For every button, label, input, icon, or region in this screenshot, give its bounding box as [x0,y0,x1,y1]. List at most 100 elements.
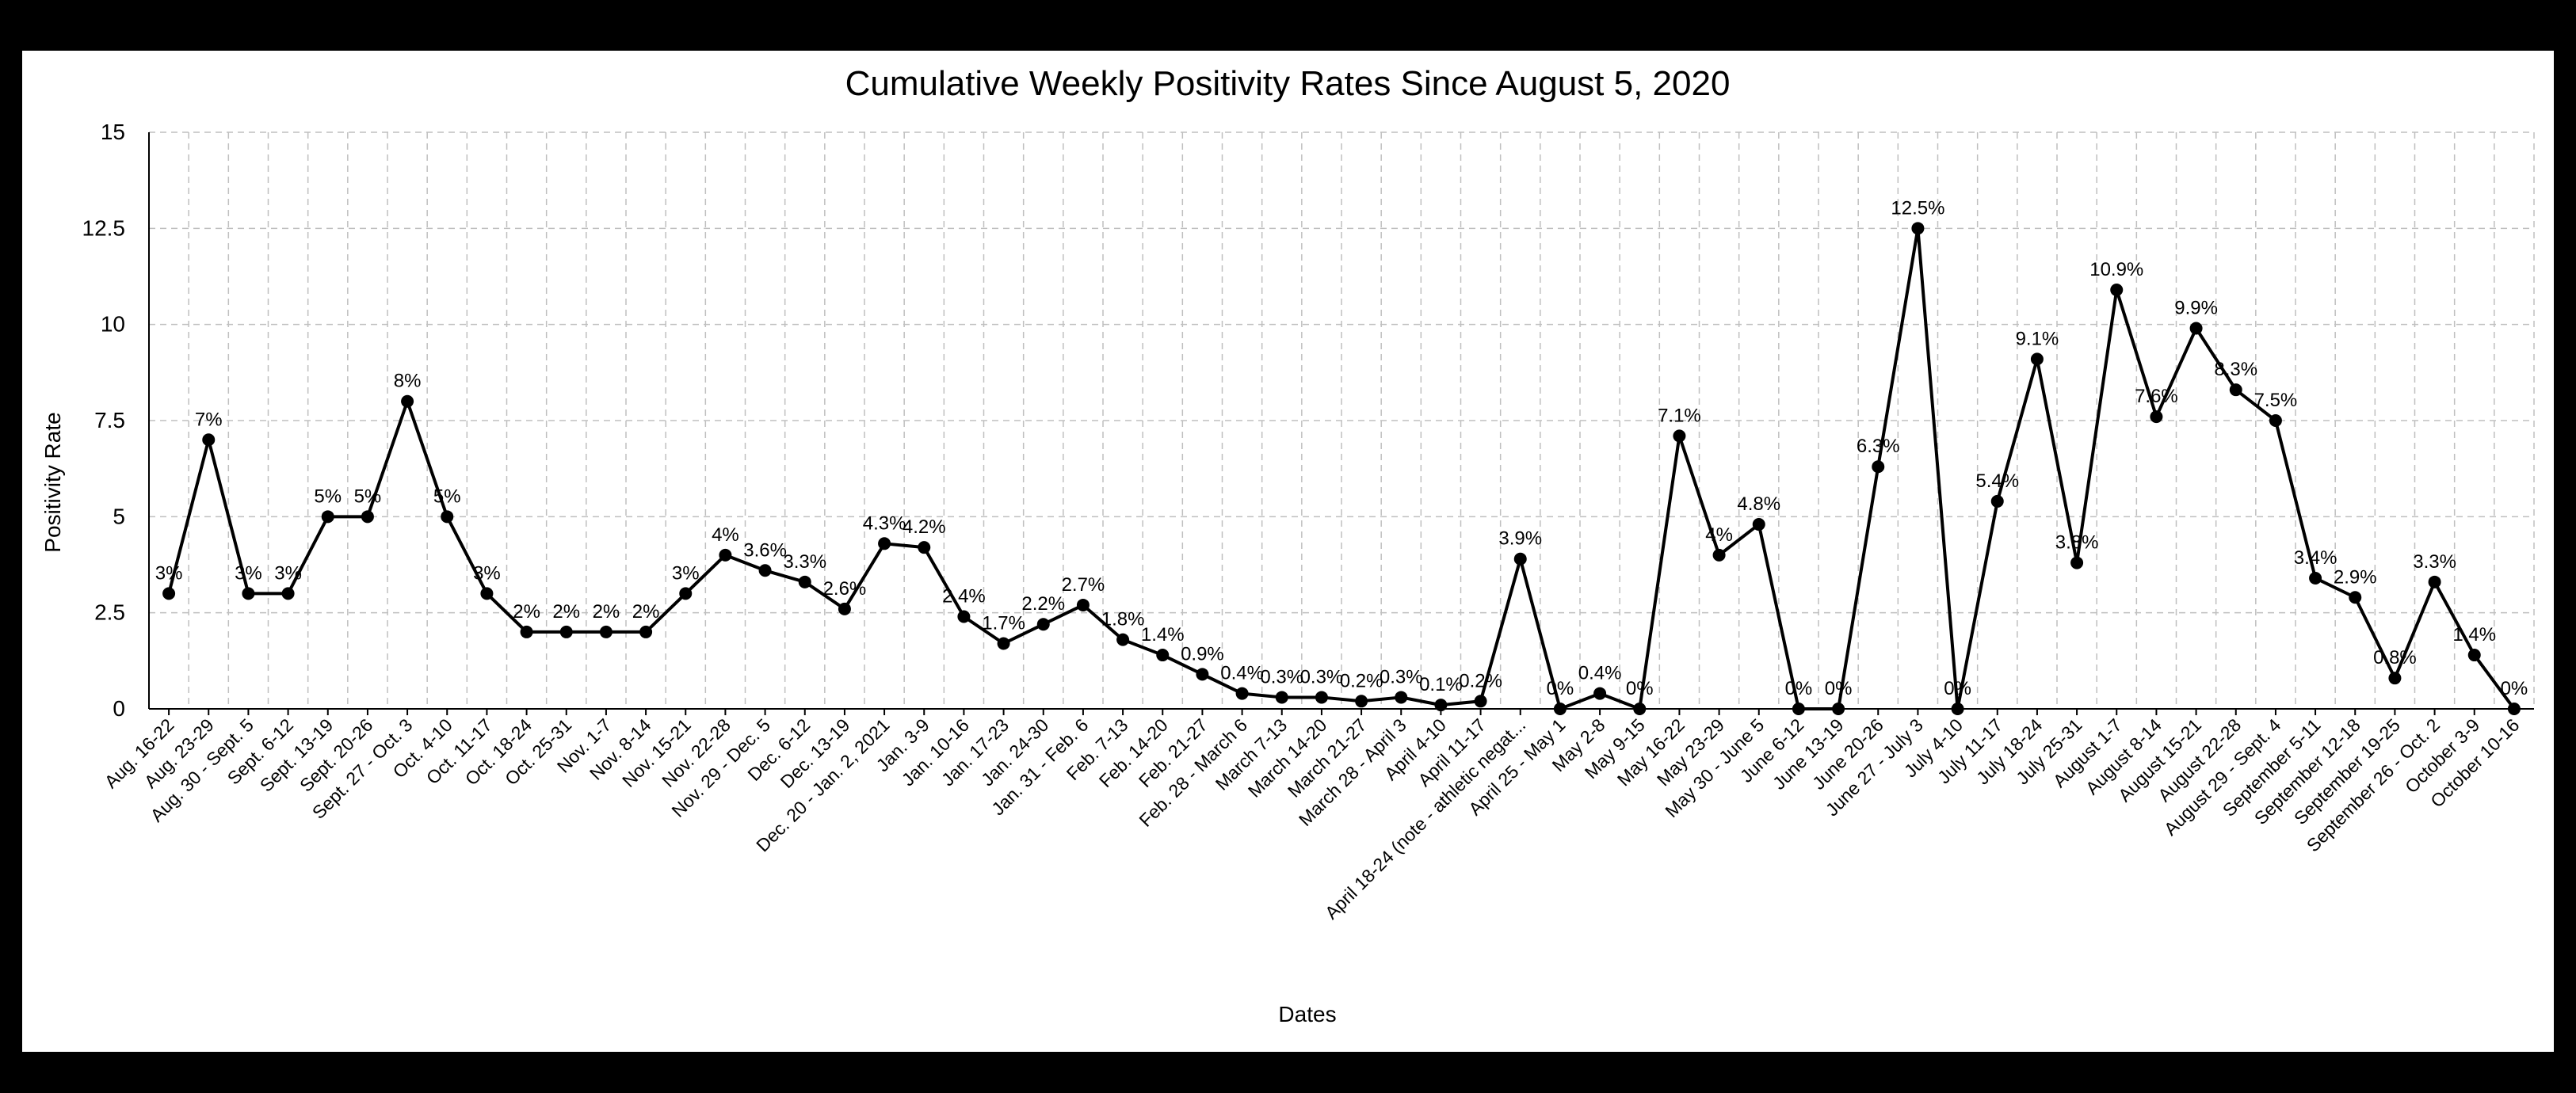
data-point [997,637,1010,650]
series-positivity [162,222,2521,715]
data-label: 8.3% [2214,359,2257,380]
data-label: 5% [354,486,382,507]
data-label: 7% [195,409,223,430]
data-point [1355,695,1368,708]
data-point [2388,672,2402,685]
y-tick-label: 10 [101,312,125,337]
data-point [1116,633,1130,646]
data-label: 0.3% [1260,666,1303,687]
data-point [480,587,494,600]
data-label: 0.4% [1220,663,1264,684]
data-label: 4.8% [1737,493,1780,515]
data-point [1275,691,1288,704]
data-label: 3% [274,562,302,584]
data-labels: 3%7%3% 3%5% 5%8%5%3%2% 2% 2% 2%3%4%3.6%3.3%2.… [155,197,2528,699]
data-label: 2% [513,601,540,623]
data-label: 7.5% [2254,390,2298,411]
data-label: 7.1% [1658,405,1701,426]
data-point [2150,410,2163,424]
data-label: 5% [433,486,461,507]
data-point [2229,383,2242,397]
data-point [1990,494,2004,508]
data-label: 12.5% [1891,197,1944,219]
data-label: 3.6% [743,539,787,561]
data-label: 0.3% [1300,666,1344,687]
data-point [798,575,811,588]
data-label: 0.3% [1380,666,1423,687]
data-label: 0% [1547,678,1574,699]
data-point [679,587,693,600]
data-point [1633,703,1647,715]
data-label: 0% [1825,678,1853,699]
data-label: 6.3% [1857,436,1900,457]
data-label: 4% [712,524,739,546]
data-label: 5% [314,486,342,507]
data-label: 8% [394,371,422,392]
data-point [2349,591,2362,604]
y-tick-label: 0 [113,696,125,721]
data-point [2189,322,2203,335]
data-point [1951,703,1964,715]
y-axis-label: Positivity Rate [40,412,65,552]
series-line [167,227,2516,710]
data-label: 2% [593,601,620,623]
data-label: 0% [2501,678,2528,699]
data-point [361,510,374,524]
data-point [1832,703,1845,715]
data-label: 2% [632,601,660,623]
data-point [321,510,334,524]
data-label: 5.4% [1975,470,2019,492]
data-point [2467,649,2481,662]
data-label: 3% [155,562,183,584]
data-point [202,433,216,447]
data-point [281,587,295,600]
data-label: 7.6% [2135,386,2178,407]
data-point [1076,598,1090,611]
data-label: 0.4% [1578,663,1622,684]
data-label: 3% [672,562,700,584]
y-tick-label: 5 [113,504,125,528]
data-label: 4% [1705,524,1733,546]
data-point [2428,575,2441,588]
data-point [1315,691,1328,704]
x-axis-label: Dates [1278,1002,1336,1026]
data-point [918,541,931,554]
data-point [1395,691,1408,704]
data-point [2269,414,2282,427]
data-point [559,625,573,638]
chart-frame: Cumulative Weekly Positivity Rates Since… [22,51,2554,1052]
data-label: 2.9% [2334,566,2377,588]
data-point [1673,429,1686,443]
data-point [1752,518,1765,531]
data-point [719,548,732,562]
data-point [2507,703,2521,715]
data-point [2030,352,2044,366]
data-point [1196,668,1209,681]
data-point [639,625,653,638]
data-label: 1.8% [1101,609,1145,630]
data-point [1593,687,1607,700]
data-point [1911,222,1925,235]
data-label: 4.3% [863,512,906,534]
data-label: 9.1% [2016,328,2059,349]
data-label: 2.4% [942,586,986,607]
data-point [2110,283,2124,296]
data-point [1235,687,1249,700]
data-label: 1.7% [982,612,1025,634]
data-point [1156,649,1170,662]
data-label: 10.9% [2089,259,2143,280]
data-point [1792,703,1805,715]
data-label: 3.3% [2413,551,2456,573]
data-label: 0.2% [1340,670,1383,691]
data-label: 1.4% [1141,624,1185,646]
data-label: 1.4% [2452,624,2496,646]
data-point [1434,699,1448,712]
data-label: 3.3% [783,551,826,573]
y-axis-ticks: 0 2.5 5 7.5 10 12.5 15 [82,120,126,721]
data-label: 3.8% [2055,532,2099,554]
data-point [758,564,772,577]
data-label: 2.7% [1062,574,1105,596]
data-point [1474,695,1487,708]
y-tick-label: 2.5 [94,600,125,625]
